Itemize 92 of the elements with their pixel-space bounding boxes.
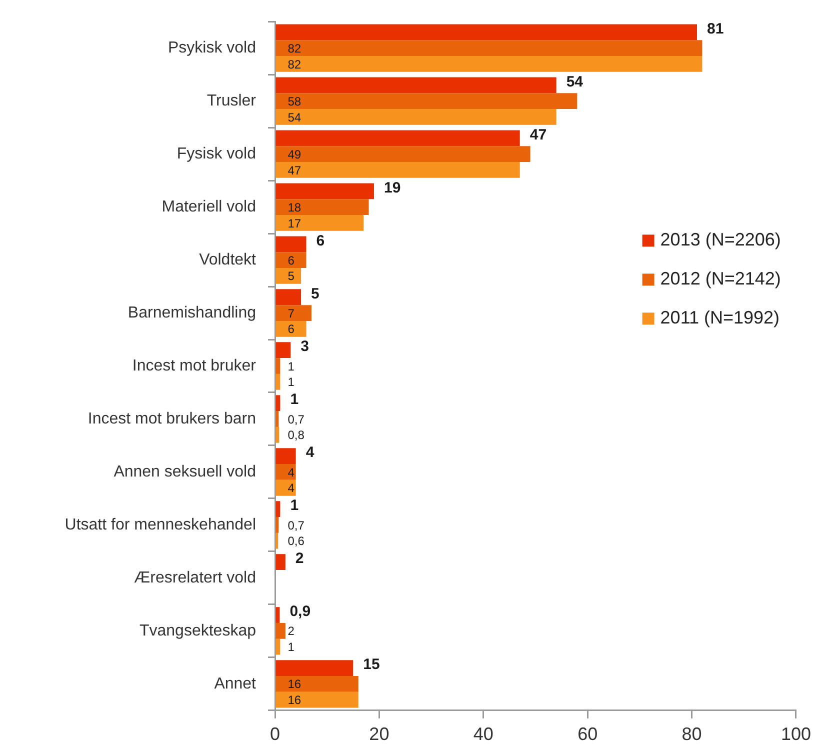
data-label: 15 [363,656,380,674]
legend-label: 2013 (N=2206) [660,230,781,250]
data-label: 82 [288,57,302,72]
data-label: 3 [300,338,309,356]
y-tick-label: Fysisk vold [176,145,256,162]
x-tick-label: 100 [780,724,812,744]
data-label: 7 [288,306,295,320]
data-label: 54 [288,110,302,124]
data-label: 4 [306,444,315,462]
bar [276,554,286,570]
data-label: 19 [384,179,401,196]
bar [276,24,697,40]
data-label: 0,7 [288,518,305,532]
data-label: 4 [288,465,295,480]
y-tick-label: Psykisk vold [168,40,256,56]
bar [276,692,358,708]
data-label: 47 [288,163,302,178]
bar [276,374,280,390]
bar [276,199,369,215]
y-tick-label: Annen seksuell vold [114,463,256,480]
data-label: 16 [288,693,302,708]
x-tick-label: 80 [682,724,702,744]
bar [276,320,306,337]
data-label: 18 [288,200,302,214]
data-label: 5 [288,269,295,284]
bar [276,183,374,200]
y-tick-label: Utsatt for menneskehandel [64,516,256,534]
data-label: 1 [288,359,295,374]
x-tick-label: 60 [578,724,598,744]
data-label: 0,7 [288,412,305,426]
legend-label: 2011 (N=1992) [660,308,780,328]
y-tick-label: Æresrelatert vold [134,569,256,586]
data-label: 82 [288,41,302,56]
y-tick-label: Barnemishandling [128,304,256,322]
data-label: 5 [311,285,320,302]
bar [276,607,280,623]
bar [276,464,296,480]
data-label: 0,8 [288,428,305,442]
bar [276,268,302,284]
bar [276,252,306,268]
data-label: 81 [706,20,724,38]
data-label: 2 [288,624,295,638]
data-label: 54 [566,73,584,90]
bar [276,501,280,518]
data-label: 0,6 [288,534,305,548]
bar [276,236,306,252]
y-tick-label: Incest mot brukers barn [88,410,256,428]
x-tick-label: 20 [369,724,390,744]
bar [276,358,280,374]
bar [276,77,556,94]
data-label: 6 [316,232,325,250]
y-tick-label: Voldtekt [199,251,257,268]
bar [276,395,280,412]
data-label: 17 [288,216,302,230]
bar [276,660,354,676]
bar [276,480,296,496]
data-label: 1 [288,640,295,654]
bar [276,676,358,692]
y-tick-label: Annet [214,675,257,692]
bar [276,56,702,72]
y-tick-label: Materiell vold [162,198,256,216]
bar [276,622,286,639]
data-label: 1 [288,375,295,390]
x-tick-label: 40 [473,724,494,744]
data-label: 0,9 [290,603,311,620]
data-label: 49 [288,147,302,162]
y-tick-label: Tvangsekteskap [139,622,256,640]
bar [276,342,291,358]
data-label: 16 [288,677,302,692]
bar [276,305,312,321]
bar [276,448,296,464]
bar [276,289,302,306]
x-tick-label: 0 [270,724,280,744]
data-label: 2 [295,550,304,568]
bar [276,109,556,125]
bar [276,638,280,655]
bar [276,214,364,231]
legend-label: 2012 (N=2142) [660,268,781,289]
data-label: 47 [530,126,547,144]
data-label: 58 [288,94,302,108]
bar [276,146,530,162]
bar [276,162,520,178]
data-label: 1 [290,391,299,408]
data-label: 4 [288,481,295,496]
bar [276,93,578,110]
data-label: 6 [288,322,295,336]
bar [276,130,520,146]
y-tick-label: Incest mot bruker [132,357,257,374]
data-label: 6 [288,253,295,268]
bar [276,40,702,56]
y-tick-label: Trusler [206,92,257,110]
data-label: 1 [290,497,299,514]
